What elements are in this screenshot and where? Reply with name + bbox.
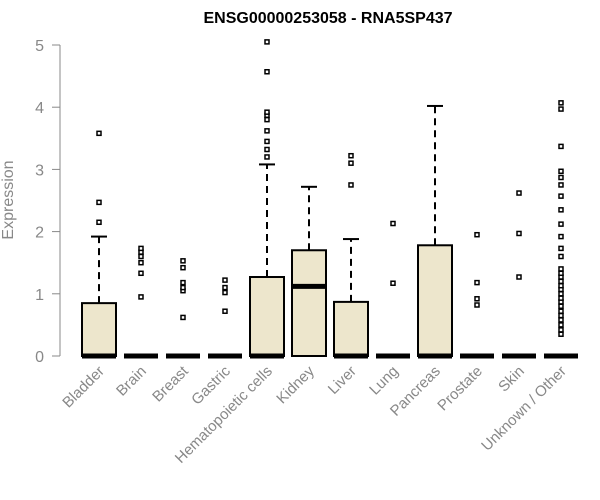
box-group (166, 258, 200, 359)
boxplot-series (81, 39, 578, 359)
outlier-point (558, 270, 564, 277)
outlier-point (474, 279, 480, 286)
outlier-point (138, 245, 144, 252)
outlier-point (222, 277, 228, 283)
outlier-point (180, 279, 186, 286)
outlier-point (138, 253, 144, 260)
box-group (208, 277, 242, 359)
outlier-point (516, 274, 522, 280)
y-tick-label: 0 (35, 349, 44, 366)
outlier-point (558, 182, 564, 188)
x-tick-label: Lung (366, 363, 402, 399)
outlier-point (180, 284, 186, 291)
outlier-point (558, 282, 564, 289)
outlier-point (264, 116, 270, 123)
outlier-point (390, 280, 396, 286)
outlier-point (264, 68, 270, 75)
chart-title: ENSG00000253058 - RNA5SP437 (203, 10, 452, 27)
outlier-point (222, 289, 228, 296)
x-tick-label: Bladder (59, 363, 108, 412)
box (81, 302, 117, 358)
outlier-point (138, 270, 144, 277)
outlier-point (264, 109, 270, 115)
y-tick-label: 5 (35, 38, 44, 55)
outlier-point (348, 182, 354, 188)
x-tick-label: Liver (325, 363, 360, 398)
outlier-point (96, 219, 102, 226)
box-group (502, 190, 536, 359)
outlier-point (558, 331, 564, 337)
y-tick-label: 2 (35, 225, 44, 242)
outlier-point (558, 327, 564, 333)
x-tick-label: Kidney (273, 362, 318, 407)
outlier-point (558, 322, 564, 328)
outlier-point (558, 106, 564, 112)
box-group (124, 245, 158, 359)
outlier-point (558, 295, 564, 301)
outlier-point (558, 303, 564, 309)
y-tick-label: 1 (35, 287, 44, 304)
outlier-point (558, 308, 564, 314)
box (333, 300, 369, 357)
y-tick-label: 3 (35, 162, 44, 179)
x-tick-label: Prostate (434, 363, 486, 415)
outlier-point (558, 245, 564, 252)
outlier-point (474, 296, 480, 302)
outlier-point (558, 233, 564, 240)
box-group (333, 152, 369, 359)
outlier-point (138, 259, 144, 266)
x-tick-label: Brain (113, 363, 150, 400)
outlier-point (180, 258, 186, 264)
x-tick-label: Breast (149, 362, 192, 405)
outlier-point (558, 312, 564, 319)
outlier-point (180, 314, 186, 321)
outlier-point (264, 128, 270, 134)
y-axis-label: Expression (0, 160, 17, 239)
outlier-point (558, 253, 564, 260)
outlier-point (222, 308, 228, 314)
outlier-point (558, 100, 564, 106)
box-group (376, 220, 410, 359)
outlier-point (558, 278, 564, 285)
outlier-point (138, 294, 144, 300)
outlier-point (474, 231, 480, 238)
box-group (544, 100, 578, 359)
outlier-point (96, 199, 102, 206)
outlier-point (264, 154, 270, 160)
outlier-point (558, 174, 564, 181)
outlier-point (348, 152, 354, 159)
box (291, 249, 327, 357)
outlier-point (264, 39, 270, 45)
outlier-point (558, 317, 564, 323)
outlier-point (180, 264, 186, 271)
outlier-point (558, 168, 564, 175)
outlier-point (558, 143, 564, 150)
outlier-point (348, 160, 354, 166)
outlier-point (474, 302, 480, 308)
outlier-point (264, 138, 270, 145)
outlier-point (96, 130, 102, 137)
x-tick-label: Skin (495, 363, 528, 396)
box (417, 244, 453, 357)
outlier-point (558, 266, 564, 272)
box-group (417, 104, 453, 359)
box-group (249, 39, 285, 359)
outlier-point (516, 190, 522, 196)
box-group (291, 185, 327, 357)
outlier-point (390, 220, 396, 227)
outlier-point (558, 291, 564, 297)
y-tick-label: 4 (35, 100, 44, 117)
outlier-point (558, 193, 564, 199)
outlier-point (264, 146, 270, 153)
outlier-point (558, 221, 564, 227)
outlier-point (516, 230, 522, 237)
y-axis: 0 1 2 3 4 5 (35, 38, 61, 366)
box-group (81, 130, 117, 359)
outlier-point (222, 284, 228, 291)
box (249, 276, 285, 358)
box-group (460, 231, 494, 359)
outlier-point (558, 207, 564, 213)
